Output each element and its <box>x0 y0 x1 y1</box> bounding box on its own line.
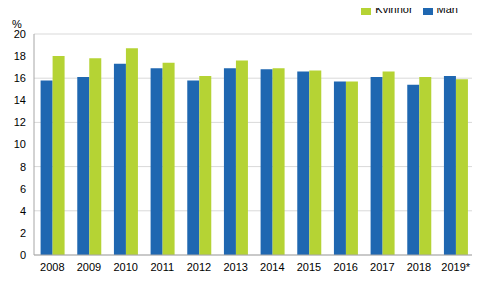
svg-text:2017: 2017 <box>370 261 394 273</box>
svg-text:2013: 2013 <box>223 261 247 273</box>
svg-text:2008: 2008 <box>40 261 64 273</box>
svg-text:2019*: 2019* <box>441 261 470 273</box>
html-text:Kvinnor: Kvinnor <box>375 3 413 15</box>
svg-text:4: 4 <box>20 205 26 217</box>
svg-text:2010: 2010 <box>113 261 137 273</box>
svg-text:8: 8 <box>20 161 26 173</box>
svg-text:2015: 2015 <box>297 261 321 273</box>
svg-text:2014: 2014 <box>260 261 284 273</box>
svg-text:2016: 2016 <box>333 261 357 273</box>
html-text:Män: Män <box>436 3 458 15</box>
svg-text:2012: 2012 <box>187 261 211 273</box>
svg-text:6: 6 <box>20 183 26 195</box>
svg-text:2011: 2011 <box>151 261 175 273</box>
svg-text:20: 20 <box>13 27 26 40</box>
svg-text:12: 12 <box>14 116 26 128</box>
svg-text:0: 0 <box>20 249 26 261</box>
svg-text:2018: 2018 <box>407 261 431 273</box>
svg-text:14: 14 <box>14 94 26 106</box>
svg-text:18: 18 <box>14 50 26 62</box>
svg-text:2: 2 <box>20 227 26 239</box>
svg-text:16: 16 <box>14 72 26 84</box>
svg-text:%: % <box>12 18 22 30</box>
svg-text:10: 10 <box>14 138 26 150</box>
svg-text:2009: 2009 <box>77 261 101 273</box>
